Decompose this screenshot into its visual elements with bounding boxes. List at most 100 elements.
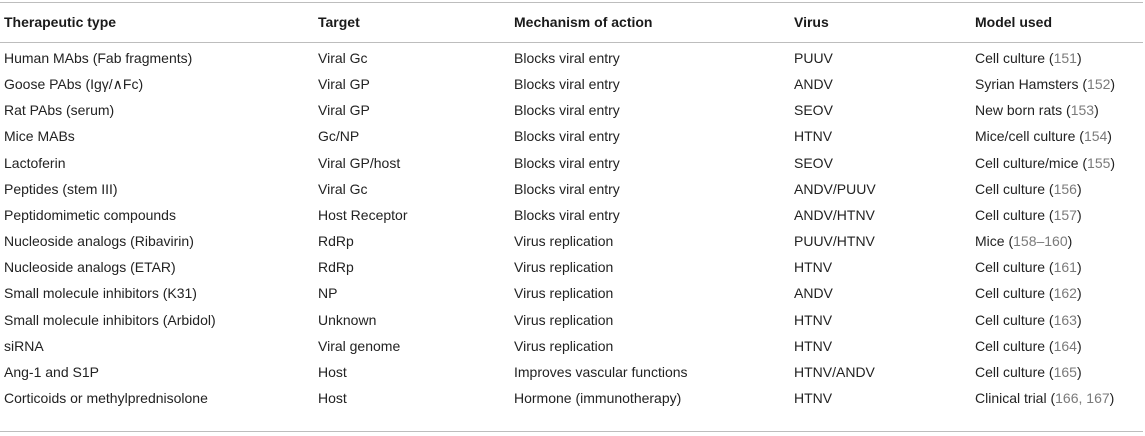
ref-paren: ( [1045,363,1054,380]
table-row: Human MAbs (Fab fragments) Viral Gc Blocks… [0,45,1143,71]
reference-link[interactable]: 156 [1053,180,1077,197]
table-row: Lactoferin Viral GP/host Blocks viral entr… [0,150,1143,176]
cell-therapeutic-type: Human MAbs (Fab fragments) [4,50,193,66]
ref-paren: ) [1110,154,1116,171]
model-text: Cell culture [975,363,1046,380]
cell-target: Host [318,363,347,380]
model-text: Cell culture [975,206,1046,223]
reference-link[interactable]: 152 [1087,76,1111,93]
reference-link[interactable]: 165 [1053,363,1077,380]
cell-virus: PUUV [794,50,833,66]
cell-model-used: Cell culture (163) [975,307,1082,333]
table-row: Ang-1 and S1P Host Improves vascular funct… [0,359,1143,385]
cell-model-used: Cell culture (157) [975,202,1082,228]
table-row: Nucleoside analogs (ETAR) RdRp Virus repli… [0,254,1143,280]
table-row: siRNA Viral genome Virus replication HTNV Ce… [0,333,1143,359]
reference-link[interactable]: 162 [1053,285,1077,302]
cell-therapeutic-type: Rat PAbs (serum) [4,102,115,119]
cell-therapeutic-type: Peptidomimetic compounds [4,206,176,223]
cell-model-used: Cell culture (156) [975,176,1082,202]
cell-mechanism: Blocks viral entry [514,154,620,171]
cell-target: Unknown [318,311,377,328]
cell-target: Host Receptor [318,206,408,223]
cell-therapeutic-type: Nucleoside analogs (Ribavirin) [4,233,194,250]
cell-virus: HTNV [794,128,833,145]
cell-model-used: New born rats (153) [975,97,1099,123]
cell-mechanism: Blocks viral entry [514,128,620,145]
model-text: Cell culture [975,50,1046,66]
cell-therapeutic-type: Lactoferin [4,154,66,171]
cell-virus: ANDV/PUUV [794,180,876,197]
reference-link[interactable]: 158–160 [1013,233,1068,250]
table-row: Nucleoside analogs (Ribavirin) RdRp Virus … [0,228,1143,254]
cell-virus: SEOV [794,102,833,119]
cell-virus: SEOV [794,154,833,171]
ref-paren: ( [1046,389,1056,406]
cell-target: Viral genome [318,337,401,354]
cell-mechanism: Virus replication [514,259,614,276]
ref-paren: ) [1094,102,1099,119]
cell-target: Viral GP [318,102,370,119]
cell-mechanism: Virus replication [514,337,614,354]
header-mechanism: Mechanism of action [514,14,653,30]
reference-link[interactable]: 166, 167 [1055,389,1110,406]
reference-link[interactable]: 163 [1053,311,1077,328]
cell-mechanism: Improves vascular functions [514,363,688,380]
cell-virus: ANDV [794,76,833,93]
reference-link[interactable]: 164 [1053,337,1077,354]
cell-mechanism: Virus replication [514,233,614,250]
cell-virus: HTNV [794,311,833,328]
cell-target: Viral GP [318,76,370,93]
ref-paren: ( [1075,128,1084,145]
cell-therapeutic-type: siRNA [4,337,44,354]
cell-therapeutic-type: Corticoids or methylprednisolone [4,389,208,406]
ref-paren: ) [1076,259,1082,276]
model-text: Cell culture [975,285,1046,302]
reference-link[interactable]: 161 [1053,259,1077,276]
cell-therapeutic-type: Mice MABs [4,128,75,145]
reference-link[interactable]: 155 [1087,154,1111,171]
ref-paren: ) [1076,311,1082,328]
reference-link[interactable]: 157 [1053,206,1077,223]
table-row: Rat PAbs (serum) Viral GP Blocks viral ent… [0,97,1143,123]
cell-mechanism: Virus replication [514,311,614,328]
reference-link[interactable]: 154 [1083,128,1108,145]
cell-target: Viral Gc [318,180,368,197]
model-text: Cell culture [975,337,1046,354]
model-text: Clinical trial [975,389,1047,406]
ref-paren: ) [1076,285,1082,302]
cell-virus: HTNV [794,337,833,354]
reference-link[interactable]: 151 [1053,50,1077,66]
ref-paren: ) [1076,337,1082,354]
model-text: Mice [975,233,1005,250]
cell-target: Gc/NP [318,128,360,145]
model-text: Cell culture [975,180,1046,197]
cell-mechanism: Hormone (immunotherapy) [514,389,682,406]
cell-mechanism: Blocks viral entry [514,50,620,66]
cell-model-used: Mice/cell culture (154) [975,123,1112,149]
ref-paren: ( [1062,102,1071,119]
cell-therapeutic-type: Small molecule inhibitors (Arbidol) [4,311,216,328]
ref-paren: ( [1045,180,1054,197]
header-target: Target [318,14,360,30]
cell-model-used: Cell culture (165) [975,359,1082,385]
cell-target: RdRp [318,233,354,250]
cell-mechanism: Blocks viral entry [514,102,620,119]
reference-link[interactable]: 153 [1070,102,1095,119]
model-text: New born rats [975,102,1063,119]
header-model-used: Model used [975,14,1053,30]
ref-paren: ) [1067,233,1073,250]
cell-model-used: Cell culture (162) [975,280,1082,306]
cell-therapeutic-type: Peptides (stem III) [4,180,118,197]
cell-model-used: Cell culture (161) [975,254,1082,280]
cell-mechanism: Virus replication [514,285,614,302]
ref-paren: ( [1045,337,1054,354]
ref-paren: ( [1078,76,1088,93]
cell-virus: HTNV [794,389,833,406]
model-text: Mice/cell culture [975,128,1076,145]
cell-target: Host [318,389,347,406]
cell-target: Viral Gc [318,50,368,66]
model-text: Cell culture/mice [975,154,1079,171]
cell-model-used: Mice (158–160) [975,228,1072,254]
